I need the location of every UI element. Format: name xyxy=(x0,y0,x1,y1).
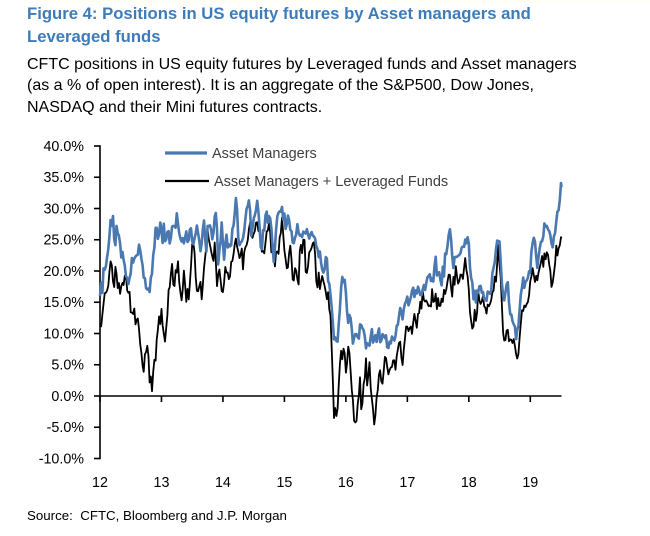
svg-text:18: 18 xyxy=(461,475,477,491)
svg-text:14: 14 xyxy=(215,475,231,491)
svg-text:40.0%: 40.0% xyxy=(43,139,84,155)
svg-text:15.0%: 15.0% xyxy=(43,295,84,311)
svg-text:0.0%: 0.0% xyxy=(51,389,84,405)
svg-text:20.0%: 20.0% xyxy=(43,264,84,280)
svg-text:-10.0%: -10.0% xyxy=(39,451,85,467)
svg-text:10.0%: 10.0% xyxy=(43,326,84,342)
svg-text:35.0%: 35.0% xyxy=(43,170,84,186)
svg-text:25.0%: 25.0% xyxy=(43,233,84,249)
svg-text:13: 13 xyxy=(154,475,170,491)
svg-text:12: 12 xyxy=(92,475,108,491)
svg-text:16: 16 xyxy=(338,475,354,491)
svg-text:15: 15 xyxy=(276,475,292,491)
svg-text:30.0%: 30.0% xyxy=(43,201,84,217)
svg-text:Asset Managers: Asset Managers xyxy=(212,146,317,162)
svg-text:19: 19 xyxy=(522,475,538,491)
svg-text:17: 17 xyxy=(399,475,415,491)
svg-text:5.0%: 5.0% xyxy=(51,358,84,374)
svg-text:-5.0%: -5.0% xyxy=(47,420,85,436)
svg-text:Asset Managers + Leveraged Fun: Asset Managers + Leveraged Funds xyxy=(214,174,448,190)
